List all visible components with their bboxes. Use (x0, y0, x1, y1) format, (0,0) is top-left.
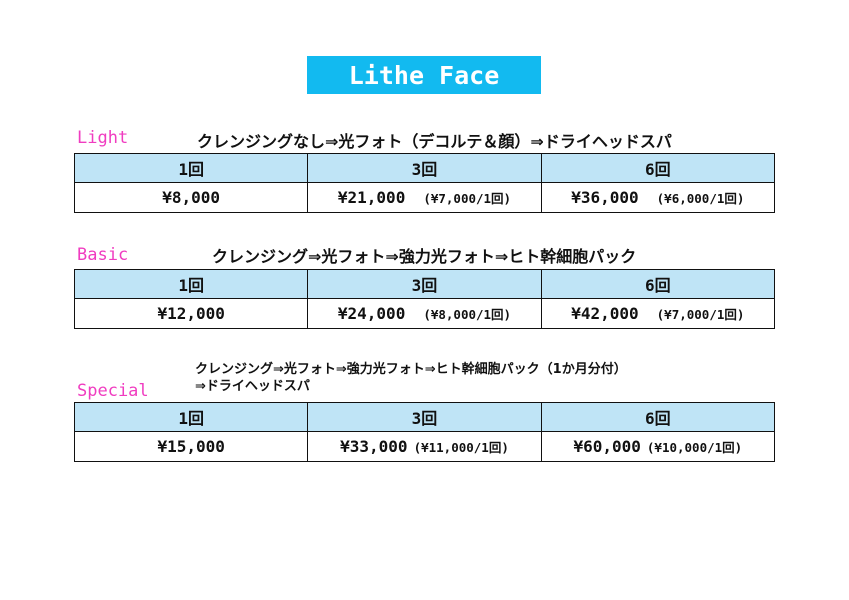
header-6-sessions: 6回 (540, 153, 776, 183)
price: ¥24,000 (337, 304, 406, 323)
header-1-session: 1回 (73, 402, 309, 432)
header-3-sessions: 3回 (307, 402, 542, 432)
price: ¥21,000 (337, 188, 406, 207)
price: ¥8,000 (162, 188, 221, 207)
price: ¥60,000 (573, 437, 641, 456)
plan-description-special-line2: ⇒ドライヘッドスパ (195, 379, 310, 394)
header-1-session: 1回 (73, 153, 309, 183)
per-session-note: (¥7,000/1回) (423, 191, 512, 206)
header-3-sessions: 3回 (307, 153, 542, 183)
price-table-basic: 1回 3回 6回 ¥12,000 ¥24,000 (¥8,000/1回) ¥42,… (73, 269, 776, 329)
price-1-session: ¥15,000 (73, 431, 309, 462)
plan-name-light: Light (77, 128, 129, 148)
price: ¥15,000 (157, 437, 225, 456)
header-6-sessions: 6回 (540, 269, 776, 299)
table-row: ¥15,000 ¥33,000 (¥11,000/1回) ¥60,000 (¥10,… (73, 431, 776, 462)
price-3-sessions: ¥21,000 (¥7,000/1回) (307, 182, 542, 213)
per-session-note: (¥11,000/1回) (413, 440, 509, 455)
price-table-special: 1回 3回 6回 ¥15,000 ¥33,000 (¥11,000/1回) ¥60… (73, 402, 776, 462)
price-1-session: ¥8,000 (73, 182, 309, 213)
plan-description-basic: クレンジング⇒光フォト⇒強力光フォト⇒ヒト幹細胞パック (212, 247, 637, 266)
header-3-sessions: 3回 (307, 269, 542, 299)
table-header-row: 1回 3回 6回 (73, 402, 776, 432)
price-6-sessions: ¥60,000 (¥10,000/1回) (540, 431, 776, 462)
plan-name-basic: Basic (77, 245, 129, 265)
per-session-note: (¥10,000/1回) (646, 440, 743, 455)
price-3-sessions: ¥33,000 (¥11,000/1回) (307, 431, 542, 462)
price-1-session: ¥12,000 (73, 298, 309, 329)
price: ¥36,000 (571, 188, 639, 207)
price-6-sessions: ¥42,000 (¥7,000/1回) (540, 298, 776, 329)
price: ¥42,000 (571, 304, 639, 323)
price-table-light: 1回 3回 6回 ¥8,000 ¥21,000 (¥7,000/1回) ¥36,0… (73, 153, 776, 213)
table-header-row: 1回 3回 6回 (73, 153, 776, 183)
plan-description-light: クレンジングなし⇒光フォト（デコルテ＆顔）⇒ドライヘッドスパ (197, 132, 672, 151)
table-row: ¥8,000 ¥21,000 (¥7,000/1回) ¥36,000 (¥6,000… (73, 182, 776, 213)
price: ¥12,000 (157, 304, 225, 323)
header-6-sessions: 6回 (540, 402, 776, 432)
plan-description-special-line1: クレンジング⇒光フォト⇒強力光フォト⇒ヒト幹細胞パック（1か月分付） (195, 362, 627, 377)
table-row: ¥12,000 ¥24,000 (¥8,000/1回) ¥42,000 (¥7,00… (73, 298, 776, 329)
table-header-row: 1回 3回 6回 (73, 269, 776, 299)
per-session-note: (¥7,000/1回) (656, 307, 745, 322)
per-session-note: (¥8,000/1回) (423, 307, 512, 322)
page-title: Lithe Face (307, 56, 541, 94)
price-6-sessions: ¥36,000 (¥6,000/1回) (540, 182, 776, 213)
header-1-session: 1回 (73, 269, 309, 299)
price-3-sessions: ¥24,000 (¥8,000/1回) (307, 298, 542, 329)
plan-name-special: Special (77, 381, 149, 401)
per-session-note: (¥6,000/1回) (656, 191, 745, 206)
price: ¥33,000 (340, 437, 408, 456)
